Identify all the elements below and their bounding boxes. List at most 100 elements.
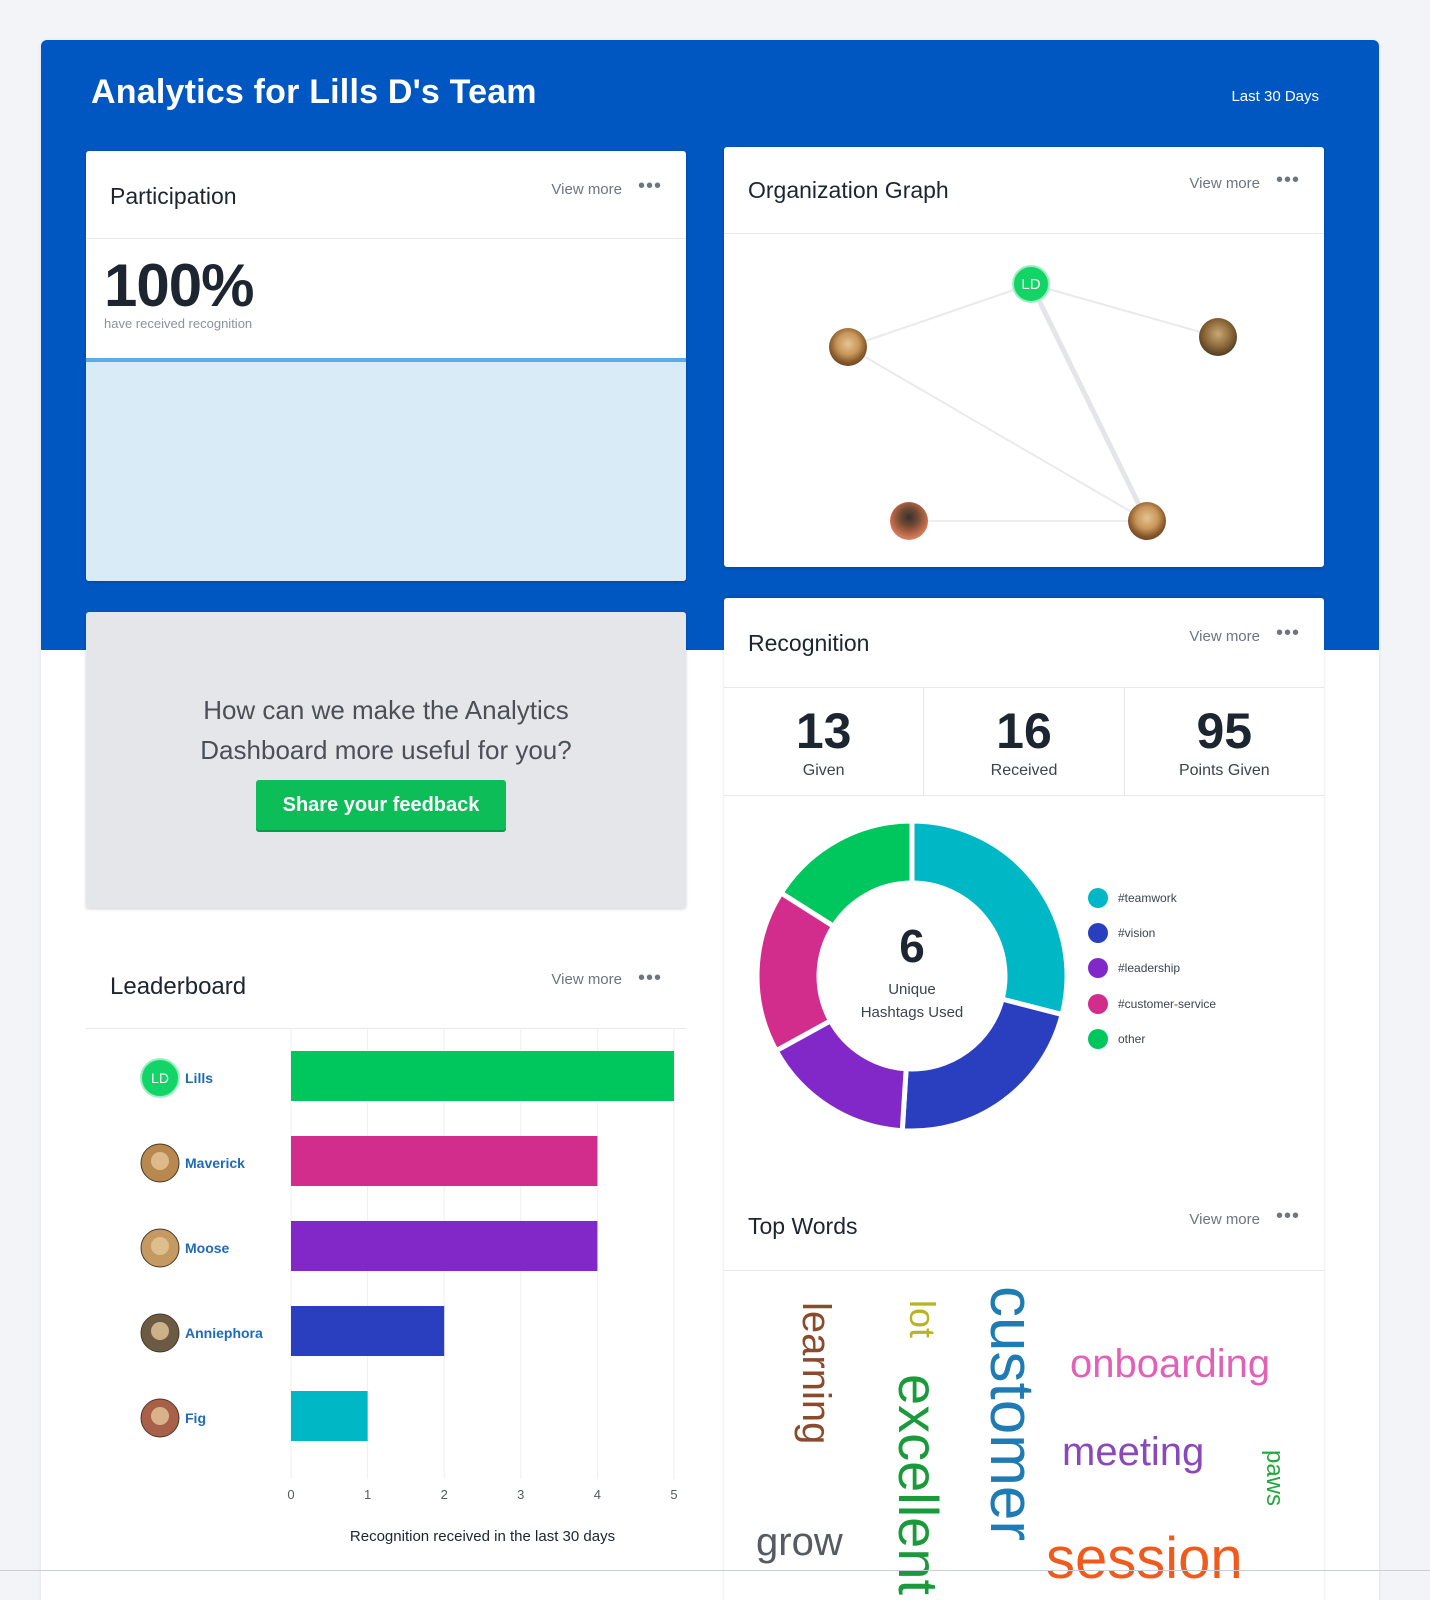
donut-center-value: 6 [899, 920, 925, 972]
donut-slice[interactable] [899, 996, 1066, 1134]
word-lot: lot [902, 1300, 943, 1339]
participation-subtitle: have received recognition [104, 316, 253, 331]
stat-label: Received [990, 762, 1058, 779]
org-node-ld[interactable]: LD [1012, 265, 1050, 303]
leaderboard-bar[interactable] [291, 1221, 598, 1271]
card-header: Recognition View more ••• [724, 598, 1324, 688]
card-title: Leaderboard [110, 973, 247, 1000]
dashboard-page: Analytics for Lills D's Team Last 30 Day… [41, 40, 1379, 1600]
leaderboard-bar[interactable] [291, 1136, 598, 1186]
legend-dot [1088, 923, 1108, 943]
leaderboard-chart: 0 1 2 3 4 5 LD Lills Maverick Moose Anniephora Fig R… [140, 1029, 678, 1545]
leaderboard-name[interactable]: Anniephora [185, 1325, 263, 1341]
legend-dot [1088, 958, 1108, 978]
leaderboard-name[interactable]: Moose [185, 1240, 230, 1256]
more-options-icon[interactable]: ••• [1275, 169, 1300, 191]
leaderboard-bar[interactable] [291, 1051, 674, 1101]
organization-graph-card: Organization Graph View more ••• LD [724, 147, 1324, 567]
x-tick-label: 1 [364, 1487, 371, 1502]
feedback-line: How can we make the Analytics [203, 695, 569, 725]
hashtag-donut-chart: 6 Unique Hashtags Used #teamwork #vision #… [724, 796, 1324, 1166]
stat-received: 16 Received [924, 688, 1125, 795]
x-tick-label: 2 [441, 1487, 448, 1502]
participation-card: Participation View more ••• 100% have re… [86, 151, 686, 581]
legend-label: #leadership [1118, 961, 1181, 975]
donut-slice[interactable] [909, 818, 1070, 1018]
recognition-stats: 13 Given 16 Received 95 Points Given [724, 688, 1324, 796]
stat-value: 16 [996, 703, 1052, 759]
x-tick-label: 3 [517, 1487, 524, 1502]
org-node-avatar[interactable] [890, 502, 928, 540]
avatar-initials: LD [151, 1070, 169, 1086]
view-more-link[interactable]: View more [551, 181, 622, 198]
word-learning: learning [794, 1302, 838, 1445]
recognition-card: Recognition View more ••• 13 Given 16 Re… [724, 598, 1324, 1600]
word-customer: customer [977, 1286, 1046, 1541]
view-more-link[interactable]: View more [1189, 628, 1260, 645]
org-node-avatar[interactable] [1199, 318, 1237, 356]
feedback-prompt: How can we make the Analytics Dashboard … [86, 690, 686, 770]
leaderboard-bar[interactable] [291, 1306, 445, 1356]
more-options-icon[interactable]: ••• [637, 175, 662, 197]
x-axis-label: Recognition received in the last 30 days [350, 1528, 615, 1545]
x-tick-label: 5 [670, 1487, 677, 1502]
avatar-face [151, 1152, 169, 1170]
view-more-link[interactable]: View more [1189, 175, 1260, 192]
word-session: session [1046, 1526, 1243, 1591]
word-paws: paws [1261, 1450, 1288, 1507]
legend-label: other [1118, 1032, 1146, 1046]
leaderboard-card: Leaderboard View more ••• 0 1 2 3 4 5 LD Lills M… [86, 937, 686, 1600]
word-meeting: meeting [1062, 1430, 1205, 1474]
donut-slice[interactable] [777, 818, 915, 930]
donut-center-label: Hashtags Used [861, 1004, 964, 1021]
card-title: Organization Graph [748, 177, 949, 203]
card-header: Leaderboard View more ••• [86, 937, 686, 1029]
card-title: Recognition [748, 630, 870, 656]
legend-dot [1088, 994, 1108, 1014]
legend-label: #customer-service [1118, 997, 1217, 1011]
share-feedback-button[interactable]: Share your feedback [256, 780, 506, 830]
participation-percent: 100% [104, 252, 254, 319]
stat-value: 13 [795, 703, 852, 759]
legend-dot [1088, 1029, 1108, 1049]
view-more-link[interactable]: View more [551, 971, 622, 988]
leaderboard-name[interactable]: Maverick [185, 1155, 245, 1171]
card-title: Participation [110, 183, 237, 209]
org-node-avatar[interactable] [829, 328, 867, 366]
more-options-icon[interactable]: ••• [637, 967, 662, 989]
avatar-face [151, 1237, 169, 1255]
card-title: Top Words [748, 1213, 858, 1239]
word-onboarding: onboarding [1070, 1342, 1271, 1386]
legend-label: #teamwork [1118, 891, 1177, 905]
legend-item: #vision [1088, 923, 1155, 943]
word-excellent: excellent [887, 1374, 950, 1596]
feedback-card: How can we make the Analytics Dashboard … [86, 612, 686, 908]
leaderboard-name[interactable]: Lills [185, 1070, 213, 1086]
stat-value: 95 [1196, 703, 1253, 759]
view-more-link[interactable]: View more [1189, 1211, 1260, 1228]
x-tick-label: 4 [594, 1487, 601, 1502]
more-options-icon[interactable]: ••• [1275, 1205, 1300, 1227]
participation-fill [86, 358, 686, 581]
org-node-avatar[interactable] [1128, 502, 1166, 540]
legend-dot [1088, 888, 1108, 908]
stat-label: Given [802, 762, 845, 779]
card-header: Organization Graph View more ••• [724, 147, 1324, 234]
stat-points-given: 95 Points Given [1125, 688, 1324, 795]
page-title: Analytics for Lills D's Team [91, 73, 537, 111]
legend-item: #customer-service [1088, 994, 1216, 1014]
donut-svg: 6 Unique Hashtags Used [754, 818, 1070, 1134]
leaderboard-bar[interactable] [291, 1391, 368, 1441]
feedback-line: Dashboard more useful for you? [200, 735, 572, 765]
legend-item: #teamwork [1088, 888, 1177, 908]
card-header: Participation View more ••• [86, 151, 686, 239]
stat-label: Points Given [1178, 762, 1270, 779]
x-tick-label: 0 [287, 1487, 294, 1502]
more-options-icon[interactable]: ••• [1275, 622, 1300, 644]
top-words-header: Top Words View more ••• [724, 1181, 1324, 1271]
org-graph-edges [847, 282, 1219, 523]
avatar[interactable] [140, 1058, 180, 1098]
leaderboard-name[interactable]: Fig [185, 1410, 206, 1426]
date-range-selector[interactable]: Last 30 Days [1231, 88, 1319, 105]
avatar-face [151, 1322, 169, 1340]
